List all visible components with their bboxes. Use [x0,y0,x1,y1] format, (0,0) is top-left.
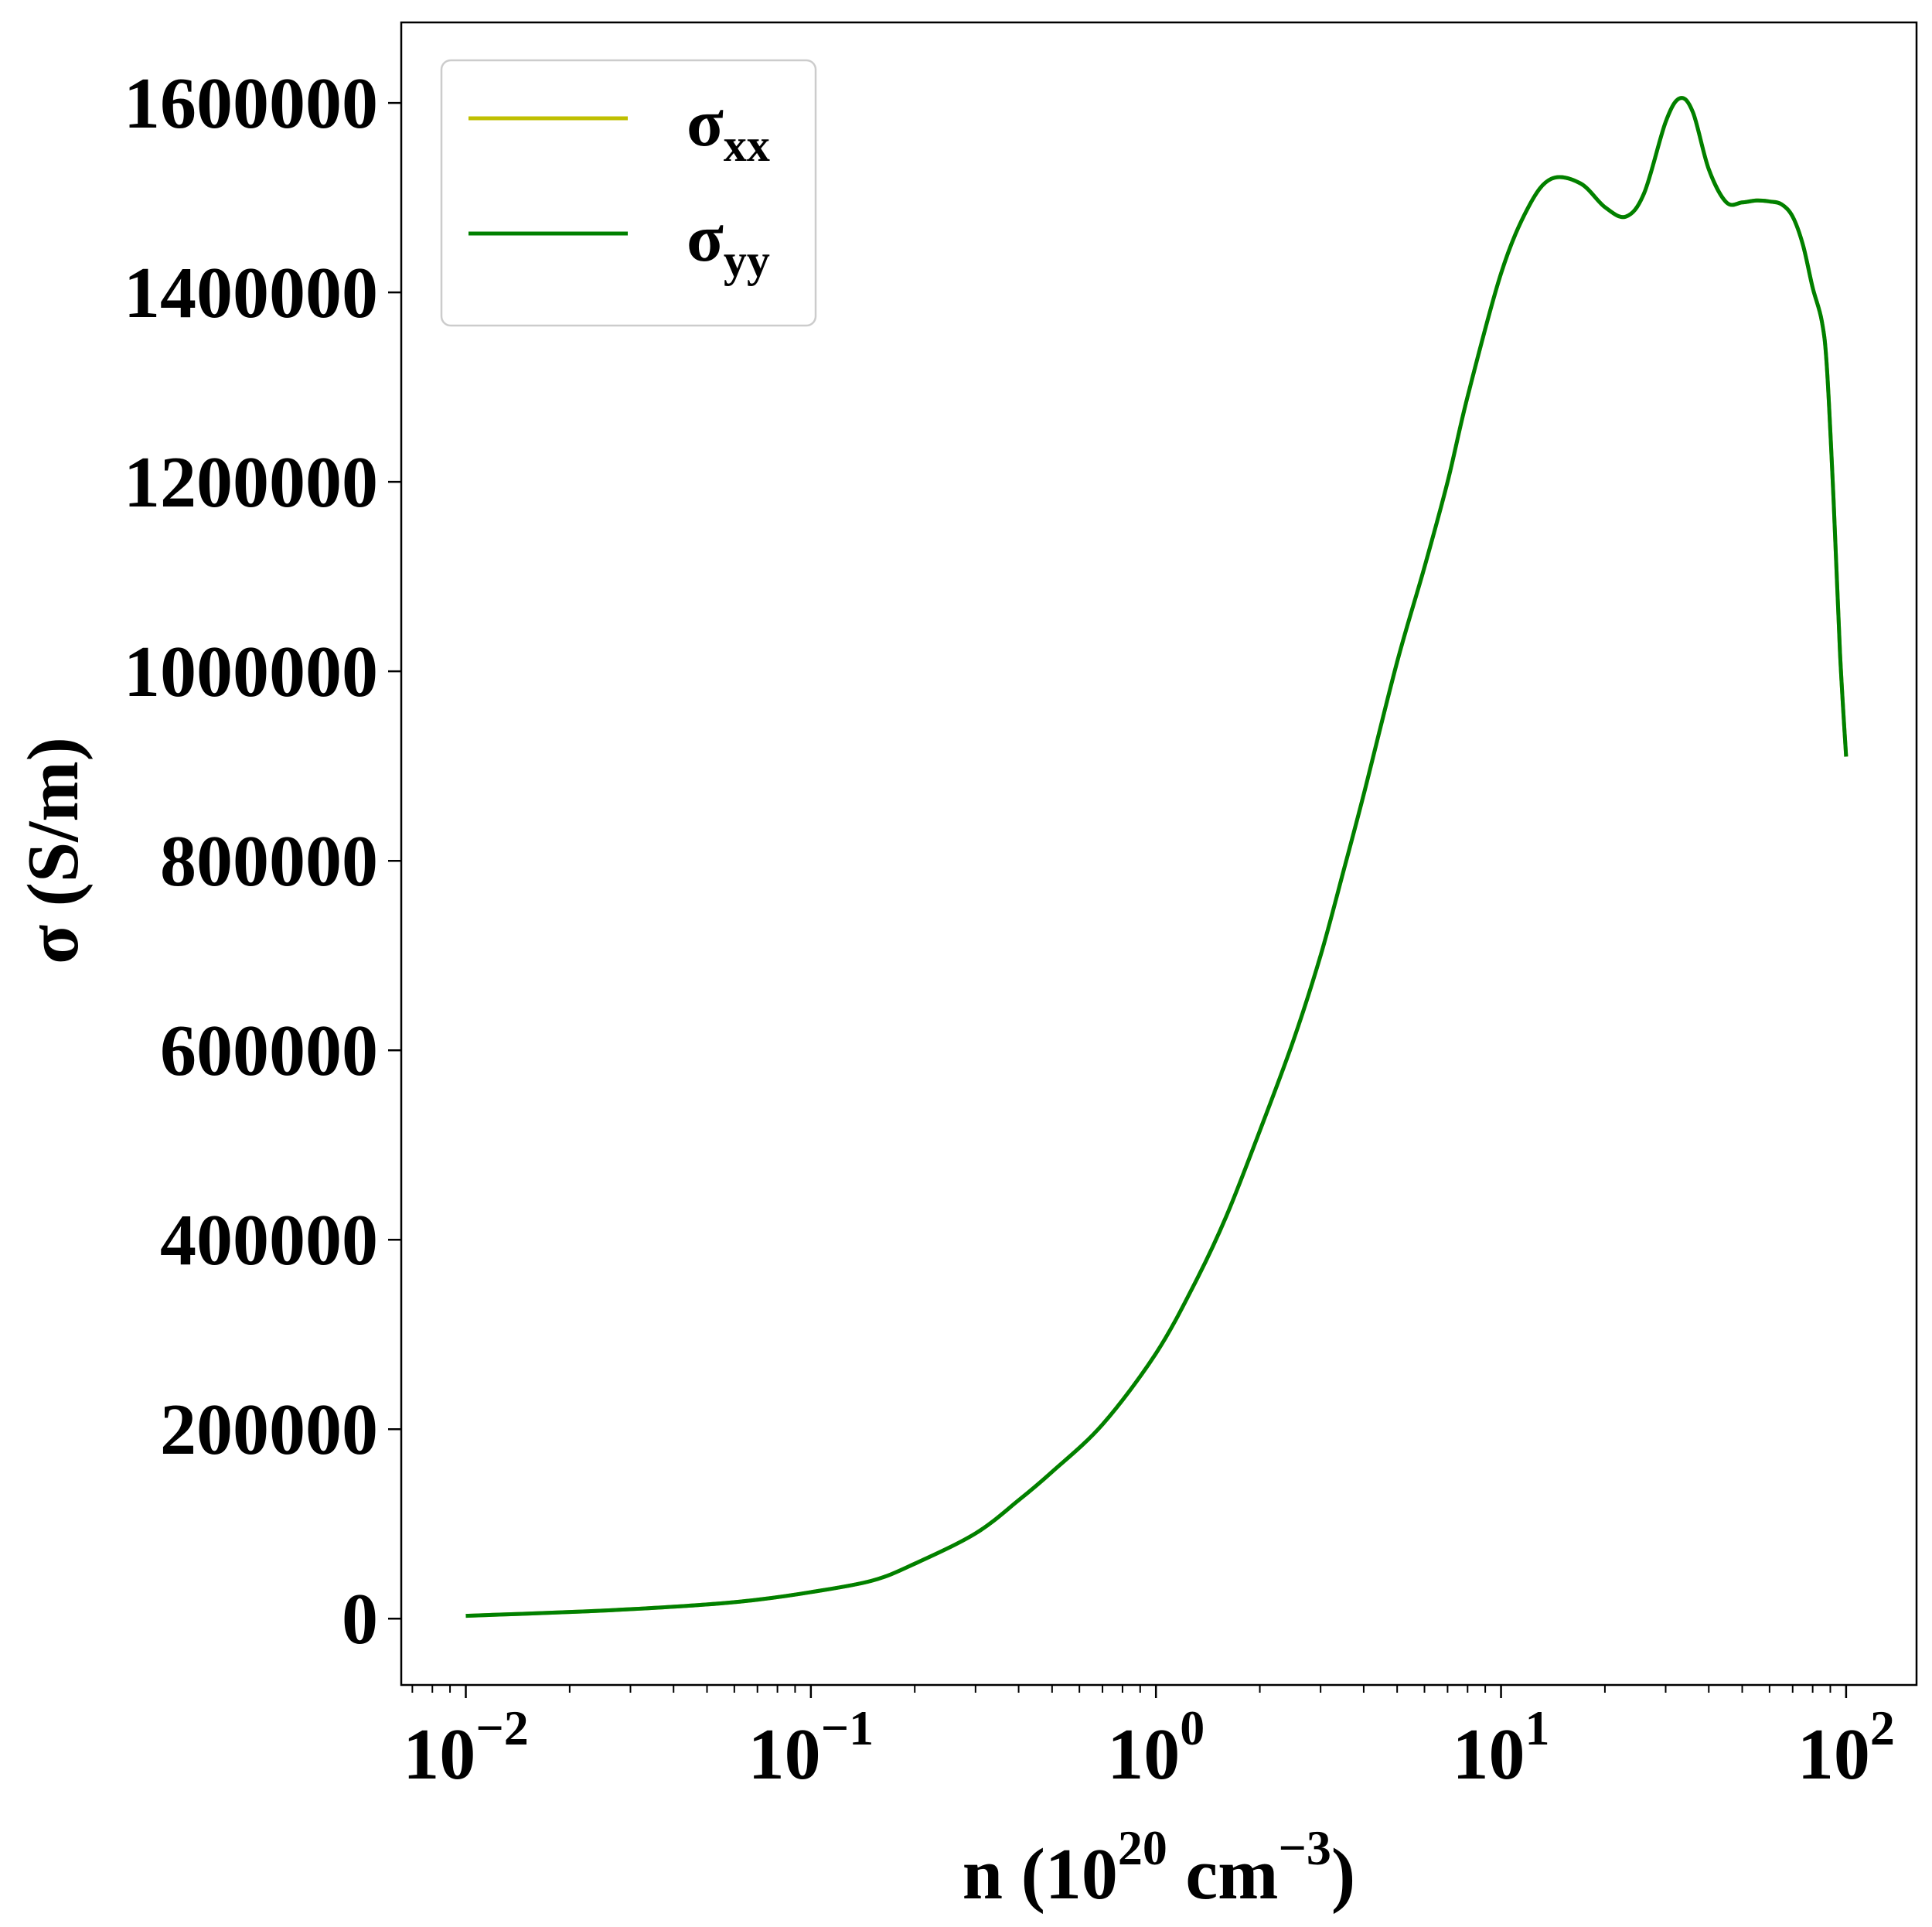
x-tick-label-base: 10 [748,1714,821,1795]
x-tick-label: 102 [1797,1700,1895,1795]
y-axis-label: σ (S/m) [13,737,94,964]
x-tick-label-base: 10 [1453,1714,1525,1795]
legend-label-sigma-xx-sub: xx [724,120,770,171]
legend-label-sigma-xx: σxx [687,86,770,171]
legend-label-sigma-yy-base: σ [687,201,724,276]
x-tick-label-exponent: −1 [821,1700,874,1755]
legend-box [440,59,817,327]
y-tick-label: 1600000 [124,63,378,144]
y-tick-label: 0 [342,1579,378,1659]
x-tick-label-exponent: 1 [1525,1700,1550,1755]
y-tick-label: 600000 [160,1011,378,1091]
x-tick-label-exponent: 0 [1180,1700,1205,1755]
x-tick-label: 10−1 [748,1700,874,1795]
y-tick-label: 1000000 [124,632,378,712]
series-line-sigma-yy [465,96,1849,1618]
x-axis-label-mid: cm [1167,1834,1279,1915]
y-tick-label: 1400000 [124,253,378,333]
legend-label-sigma-xx-base: σ [687,86,724,161]
x-tick-label-exponent: 2 [1870,1700,1895,1755]
x-axis-label-end: ) [1331,1834,1355,1915]
x-tick-label-base: 10 [1107,1714,1180,1795]
x-tick-label-exponent: −2 [475,1700,528,1755]
x-axis-label-base: n (10 [963,1834,1118,1915]
x-tick-label: 101 [1453,1700,1550,1795]
x-tick-label-base: 10 [403,1714,475,1795]
y-tick-label: 400000 [160,1200,378,1281]
y-tick-label: 200000 [160,1390,378,1470]
x-tick-label: 100 [1107,1700,1205,1795]
legend-label-sigma-yy-sub: yy [724,235,770,286]
x-tick-label: 10−2 [403,1700,528,1795]
x-axis-label-sup1: 20 [1118,1820,1167,1875]
x-axis-label: n (1020 cm−3) [963,1820,1355,1915]
legend: σxx σyy [440,59,817,327]
x-axis-label-sup2: −3 [1278,1820,1331,1875]
legend-label-sigma-yy: σyy [687,201,770,286]
x-tick-label-base: 10 [1797,1714,1870,1795]
y-tick-label: 1200000 [124,442,378,523]
series-layer [465,96,1849,1618]
y-tick-label: 800000 [160,821,378,902]
x-ticks-layer: 10−2 10−1 100 101 102 [403,1685,1895,1795]
y-ticks-layer: 0 200000 400000 600000 800000 1000000 1200000 1… [124,63,401,1659]
plot-frame [400,21,1918,1687]
